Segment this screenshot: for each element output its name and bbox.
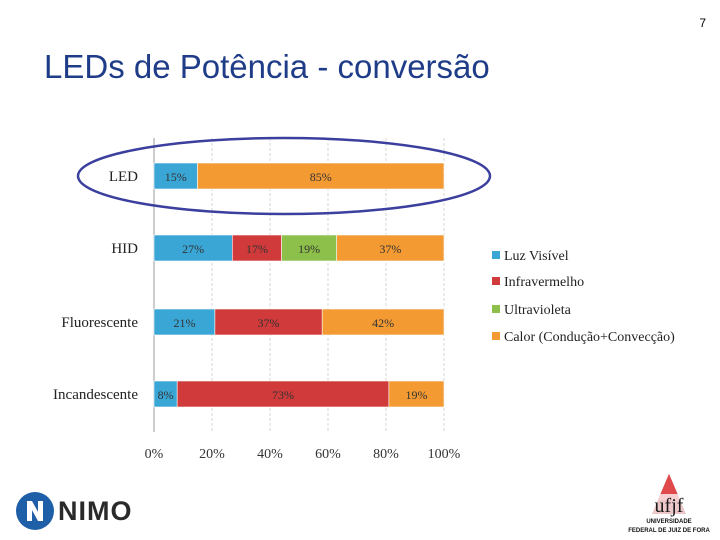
nimo-logo-text: NIMO <box>58 496 133 526</box>
data-label: 27% <box>182 242 204 256</box>
legend-label: Infravermelho <box>504 275 584 290</box>
bar-segment <box>281 234 338 262</box>
bar-segment <box>388 380 445 408</box>
category-label: Fluorescente <box>61 315 138 331</box>
x-tick-label: 80% <box>373 447 399 462</box>
legend-swatch <box>492 251 500 259</box>
legend-swatch <box>492 277 500 285</box>
x-tick-label: 100% <box>428 447 461 462</box>
data-label: 85% <box>310 170 332 184</box>
category-label: Incandescente <box>53 387 138 403</box>
bar-segment <box>197 162 445 190</box>
legend-swatch <box>492 305 500 313</box>
bar-segment <box>232 234 282 262</box>
x-tick-label: 20% <box>199 447 225 462</box>
bar-segment <box>153 234 233 262</box>
category-label: LED <box>109 169 138 185</box>
page-number: 7 <box>699 16 706 30</box>
bar-segment <box>336 234 445 262</box>
ufjf-logo-icon: ufjf <box>652 474 686 517</box>
ufjf-name-line2: FEDERAL DE JUIZ DE FORA <box>628 528 710 534</box>
data-label: 8% <box>158 388 174 402</box>
legend-label: Ultravioleta <box>504 303 572 318</box>
ufjf-name-line1: UNIVERSIDADE <box>646 519 692 525</box>
slide-title: LEDs de Potência - conversão <box>44 48 490 85</box>
data-label: 19% <box>405 388 427 402</box>
bar-segment <box>153 308 216 336</box>
bar-segment <box>214 308 323 336</box>
data-label: 17% <box>246 242 268 256</box>
data-label: 37% <box>258 316 280 330</box>
data-label: 19% <box>298 242 320 256</box>
data-label: 21% <box>173 316 195 330</box>
x-tick-label: 60% <box>315 447 341 462</box>
data-label: 37% <box>379 242 401 256</box>
legend-label: Luz Visível <box>504 249 569 264</box>
highlight-ellipse <box>76 136 492 216</box>
legend-swatch <box>492 332 500 340</box>
svg-text:ufjf: ufjf <box>655 495 684 517</box>
data-label: 42% <box>372 316 394 330</box>
bar-segment <box>176 380 390 408</box>
category-label: HID <box>111 241 138 257</box>
bar-segment <box>321 308 445 336</box>
nimo-logo-icon <box>16 492 54 530</box>
x-tick-label: 40% <box>257 447 283 462</box>
x-tick-label: 0% <box>145 447 164 462</box>
bar-segment <box>153 162 198 190</box>
data-label: 73% <box>272 388 294 402</box>
legend-label: Calor (Condução+Convecção) <box>504 330 675 345</box>
data-label: 15% <box>165 170 187 184</box>
